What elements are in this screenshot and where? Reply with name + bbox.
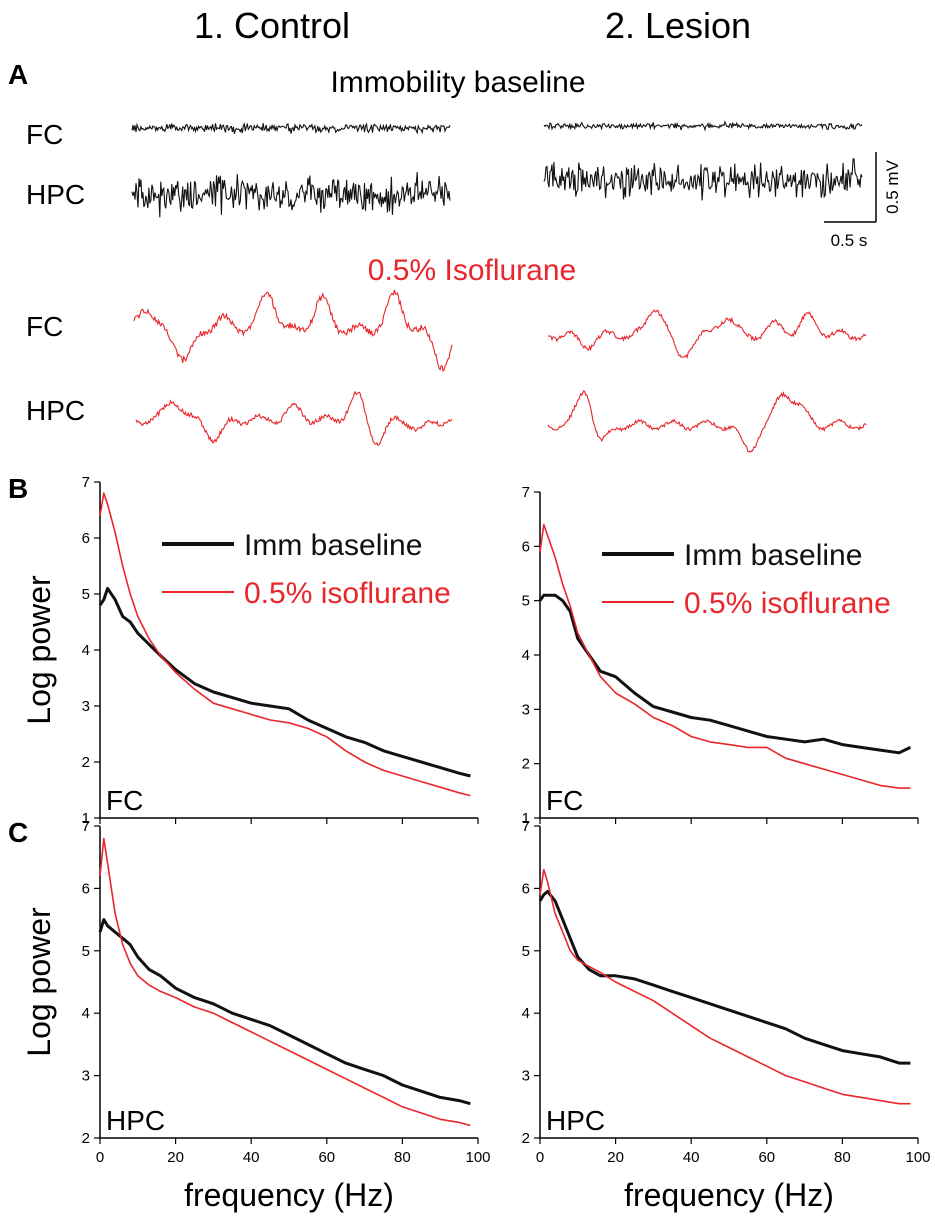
y-tick-label-c-1-control-hpc: 4: [82, 1005, 90, 1022]
trace-control-fc-iso: [133, 289, 453, 373]
y-tick-label-c-2-lesion-hpc: 3: [522, 1068, 530, 1085]
y-tick-label-b-1-control-fc: 3: [82, 698, 90, 715]
column-title-lesion: 2. Lesion: [605, 5, 751, 46]
y-tick-label-c-1-control-hpc: 5: [82, 943, 90, 960]
x-tick-label-c-2-lesion-hpc: 100: [905, 1149, 930, 1166]
legend-label-0-5-isoflurane-b-2-lesion-fc: 0.5% isoflurane: [684, 587, 891, 620]
y-tick-label-b-2-lesion-fc: 2: [522, 756, 530, 773]
trace-lesion-fc-iso: [548, 309, 867, 359]
x-tick-label-c-1-control-hpc: 100: [465, 1149, 490, 1166]
x-tick-label-c-1-control-hpc: 20: [167, 1149, 184, 1166]
y-tick-label-b-1-control-fc: 5: [82, 586, 90, 603]
scale-bar: 0.5 mV 0.5 s: [824, 152, 902, 250]
y-axis-label-c-1-control-hpc: Log power: [21, 907, 57, 1057]
panel-letter-b: B: [8, 473, 28, 504]
trace-label-hpc-baseline: HPC: [26, 179, 85, 210]
trace-control-hpc-baseline: [131, 172, 451, 218]
spectrum-panel-b-1-control-fc: 1 2 3 4 5 6 7 FC Log power Imm baseline 0.5% isofl…: [21, 474, 479, 827]
y-tick-label-b-2-lesion-fc: 5: [522, 593, 530, 610]
trace-label-fc-baseline: FC: [26, 119, 63, 150]
region-label-c-1-control-hpc: HPC: [106, 1105, 165, 1136]
x-axis-label-c-2-lesion-hpc: frequency (Hz): [624, 1177, 834, 1213]
scale-bar-time-label: 0.5 s: [831, 231, 868, 250]
x-tick-label-c-2-lesion-hpc: 40: [683, 1149, 700, 1166]
spectrum-panel-b-2-lesion-fc: 1 2 3 4 5 6 7 FC Imm baseline 0.5% isoflurane: [522, 484, 919, 827]
x-tick-label-c-2-lesion-hpc: 20: [607, 1149, 624, 1166]
x-tick-label-c-1-control-hpc: 60: [318, 1149, 335, 1166]
trace-lesion-hpc-baseline: [543, 158, 863, 201]
trace-lesion-hpc-iso: [547, 389, 867, 453]
panel-letter-a: A: [8, 59, 28, 90]
trace-control-hpc-iso: [135, 390, 453, 447]
legend-label-imm-baseline-b-2-lesion-fc: Imm baseline: [684, 539, 862, 572]
y-tick-label-b-1-control-fc: 4: [82, 642, 90, 659]
spectrum-panel-c-1-control-hpc: 2 3 4 5 6 7 0 20 40 60 80 100 HPC Log power frequency …: [21, 818, 491, 1213]
trace-label-hpc-iso: HPC: [26, 395, 85, 426]
x-axis-label-c-1-control-hpc: frequency (Hz): [184, 1177, 394, 1213]
series-line-imm-baseline-c-2-lesion-hpc: [538, 890, 911, 1065]
y-tick-label-b-2-lesion-fc: 6: [522, 538, 530, 555]
baseline-title: Immobility baseline: [330, 66, 585, 99]
region-label-c-2-lesion-hpc: HPC: [546, 1105, 605, 1136]
trace-lesion-fc-baseline: [543, 120, 863, 132]
x-tick-label-c-1-control-hpc: 80: [394, 1149, 411, 1166]
y-tick-label-c-1-control-hpc: 3: [82, 1068, 90, 1085]
y-tick-label-b-2-lesion-fc: 1: [522, 810, 530, 827]
y-tick-label-c-1-control-hpc: 6: [82, 880, 90, 897]
y-tick-label-b-2-lesion-fc: 4: [522, 647, 530, 664]
spectrum-panel-c-2-lesion-hpc: 2 3 4 5 6 7 0 20 40 60 80 100 HPC frequency (Hz): [522, 818, 931, 1213]
x-tick-label-c-2-lesion-hpc: 0: [536, 1149, 544, 1166]
trace-label-fc-iso: FC: [26, 311, 63, 342]
column-title-control: 1. Control: [194, 5, 350, 46]
panel-letter-c: C: [8, 817, 28, 848]
y-tick-label-c-1-control-hpc: 2: [82, 1130, 90, 1147]
y-tick-label-b-1-control-fc: 6: [82, 530, 90, 547]
legend-label-0-5-isoflurane-b-1-control-fc: 0.5% isoflurane: [244, 577, 451, 610]
x-tick-label-c-1-control-hpc: 40: [243, 1149, 260, 1166]
legend-label-imm-baseline-b-1-control-fc: Imm baseline: [244, 529, 422, 562]
scale-bar-voltage-label: 0.5 mV: [883, 159, 902, 214]
series-line-0-5-isoflurane-b-1-control-fc: [99, 492, 471, 797]
y-axis-label-b-1-control-fc: Log power: [21, 575, 57, 725]
x-tick-label-c-1-control-hpc: 0: [96, 1149, 104, 1166]
series-line-imm-baseline-b-1-control-fc: [98, 586, 471, 778]
y-tick-label-c-2-lesion-hpc: 2: [522, 1130, 530, 1147]
isoflurane-title: 0.5% Isoflurane: [368, 254, 576, 287]
y-tick-label-b-1-control-fc: 7: [82, 474, 90, 491]
y-tick-label-b-2-lesion-fc: 3: [522, 701, 530, 718]
y-tick-label-c-2-lesion-hpc: 5: [522, 943, 530, 960]
x-tick-label-c-2-lesion-hpc: 80: [834, 1149, 851, 1166]
series-line-0-5-isoflurane-c-1-control-hpc: [99, 837, 471, 1127]
y-tick-label-c-2-lesion-hpc: 6: [522, 880, 530, 897]
y-tick-label-c-1-control-hpc: 7: [82, 818, 90, 835]
y-tick-label-c-2-lesion-hpc: 4: [522, 1005, 530, 1022]
y-tick-label-b-1-control-fc: 2: [82, 754, 90, 771]
series-line-0-5-isoflurane-b-2-lesion-fc: [539, 523, 911, 789]
region-label-b-1-control-fc: FC: [106, 785, 143, 816]
trace-control-fc-baseline: [131, 122, 451, 135]
series-line-imm-baseline-c-1-control-hpc: [98, 918, 471, 1106]
x-tick-label-c-2-lesion-hpc: 60: [758, 1149, 775, 1166]
y-tick-label-b-2-lesion-fc: 7: [522, 484, 530, 501]
y-tick-label-c-2-lesion-hpc: 7: [522, 818, 530, 835]
y-tick-label-b-1-control-fc: 1: [82, 810, 90, 827]
series-line-imm-baseline-b-2-lesion-fc: [538, 593, 912, 755]
region-label-b-2-lesion-fc: FC: [546, 785, 583, 816]
series-line-0-5-isoflurane-c-2-lesion-hpc: [539, 868, 911, 1105]
